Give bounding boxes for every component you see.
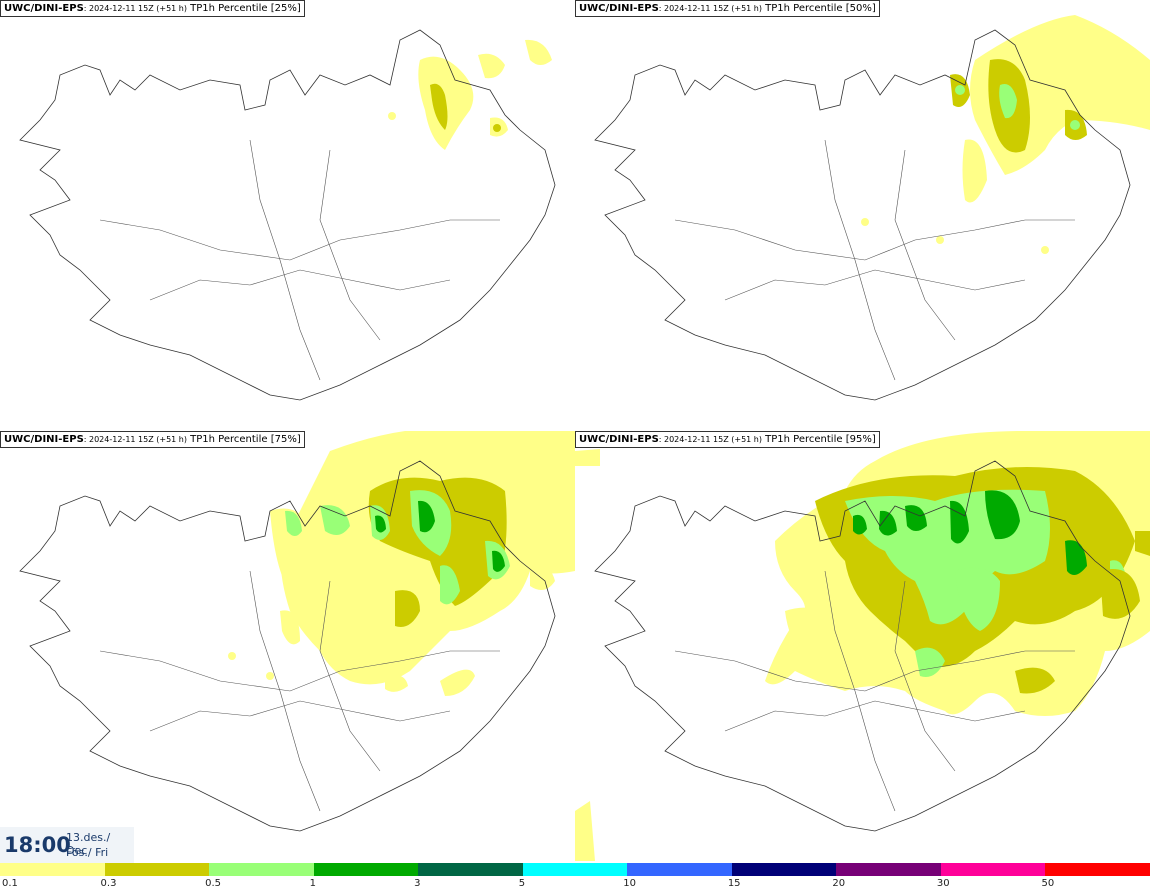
precip-legend: 0.1 0.3 0.5 1 3 5 10 15 20 30 50 xyxy=(0,863,1150,891)
legend-swatch xyxy=(522,863,628,876)
legend-swatch xyxy=(209,863,314,876)
legend-tick-label: 15 xyxy=(727,878,741,889)
panel-title: UWC/DINI-EPS: 2024-12-11 15Z (+51 h) TP1… xyxy=(575,431,880,448)
legend-tick-label: 0.5 xyxy=(205,878,221,889)
precip-shading xyxy=(575,431,1150,861)
legend-swatch xyxy=(1045,863,1150,876)
legend-tick-label: 30 xyxy=(936,878,950,889)
run-info: : 2024-12-11 15Z (+51 h) xyxy=(83,435,187,444)
product-name: TP1h Percentile [25%] xyxy=(186,3,301,14)
panel-title: UWC/DINI-EPS: 2024-12-11 15Z (+51 h) TP1… xyxy=(575,0,880,17)
legend-tick-label: 1 xyxy=(309,878,316,889)
iceland-outline xyxy=(594,29,1131,401)
legend-swatch xyxy=(313,863,419,876)
valid-time-box: 18:00 13.des./ Dec Fös./ Fri xyxy=(0,827,134,863)
legend-swatch xyxy=(0,863,105,876)
panel-title: UWC/DINI-EPS: 2024-12-11 15Z (+51 h) TP1… xyxy=(0,431,305,448)
run-info: : 2024-12-11 15Z (+51 h) xyxy=(83,4,187,13)
map-panel-p25: UWC/DINI-EPS: 2024-12-11 15Z (+51 h) TP1… xyxy=(0,0,575,430)
map-p75 xyxy=(19,431,575,832)
run-info: : 2024-12-11 15Z (+51 h) xyxy=(658,435,762,444)
map-panel-p50: UWC/DINI-EPS: 2024-12-11 15Z (+51 h) TP1… xyxy=(575,0,1150,430)
valid-date: 13.des./ Dec xyxy=(66,831,111,857)
model-name: UWC/DINI-EPS xyxy=(4,3,84,14)
legend-swatch xyxy=(940,863,1046,876)
precip-shading xyxy=(861,15,1150,254)
panel-title: UWC/DINI-EPS: 2024-12-11 15Z (+51 h) TP1… xyxy=(0,0,305,17)
legend-swatch xyxy=(104,863,210,876)
valid-weekday: Fös./ Fri xyxy=(66,846,109,859)
product-name: TP1h Percentile [95%] xyxy=(761,434,876,445)
map-panel-p75: UWC/DINI-EPS: 2024-12-11 15Z (+51 h) TP1… xyxy=(0,431,575,861)
iceland-outline xyxy=(19,29,556,401)
legend-swatch xyxy=(627,863,732,876)
product-name: TP1h Percentile [50%] xyxy=(761,3,876,14)
iceland-outline xyxy=(594,460,1131,832)
legend-tick-label: 5 xyxy=(518,878,526,889)
run-info: : 2024-12-11 15Z (+51 h) xyxy=(658,4,762,13)
legend-tick-label: 0.3 xyxy=(100,878,117,889)
valid-time: 18:00 xyxy=(4,833,71,857)
legend-swatch xyxy=(836,863,941,876)
legend-tick-label: 0.1 xyxy=(2,878,18,889)
legend-swatch xyxy=(731,863,837,876)
map-panel-p95: UWC/DINI-EPS: 2024-12-11 15Z (+51 h) TP1… xyxy=(575,431,1150,861)
legend-tick-label: 50 xyxy=(1041,878,1055,889)
model-name: UWC/DINI-EPS xyxy=(579,3,659,14)
legend-tick-label: 10 xyxy=(623,878,636,889)
model-name: UWC/DINI-EPS xyxy=(579,434,659,445)
map-p50 xyxy=(594,15,1150,401)
legend-tick-label: 20 xyxy=(832,878,846,889)
legend-color-bar xyxy=(0,863,1150,876)
iceland-outline xyxy=(19,460,556,832)
map-p25 xyxy=(19,29,556,401)
product-name: TP1h Percentile [75%] xyxy=(186,434,301,445)
precip-shading xyxy=(228,431,575,696)
model-name: UWC/DINI-EPS xyxy=(4,434,84,445)
precip-shading xyxy=(388,39,552,150)
legend-tick-label: 3 xyxy=(414,878,421,889)
legend-swatch xyxy=(418,863,523,876)
map-p95 xyxy=(575,431,1150,861)
